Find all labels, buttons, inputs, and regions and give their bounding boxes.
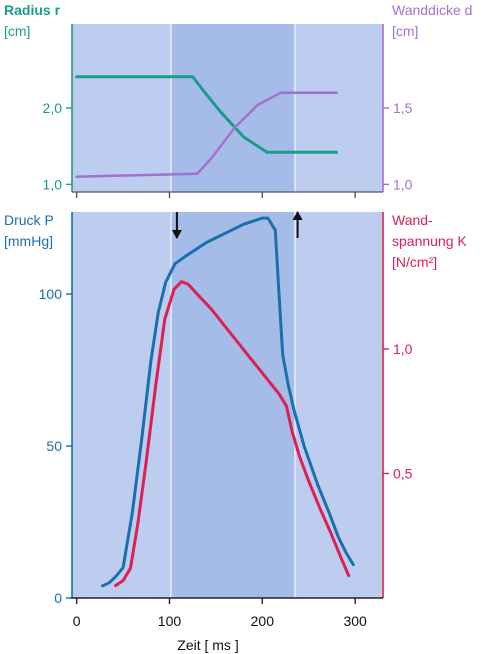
x-tick-label-200: 200 [251,613,275,629]
systole-end-arrow [292,211,303,238]
bottom-right-axis-title-line-1: Wand- [392,212,433,228]
bottom-right-axis-title-line-2: spannung K [392,233,467,249]
top-right-tick-label-1: 1,0 [393,176,413,192]
bottom-right-tick-label-1: 0,5 [393,465,413,481]
systole-end-arrow-head [292,211,303,220]
x-axis-title: Zeit [ ms ] [177,637,238,653]
bottom-left-tick-label-0: 0 [54,590,62,606]
bottom-panel-systole-band [171,212,295,598]
wall-tension-line [114,280,351,587]
top-right-axis-title-line-1: Wanddicke d [392,2,472,18]
x-tick-label-100: 100 [158,613,182,629]
wall-thickness-line [75,91,338,178]
bottom-left-tick-label-100: 100 [39,286,63,302]
bottom-left-axis-title-line-2: [mmHg] [4,233,53,249]
top-left-tick-label-1: 1,0 [43,176,63,192]
systole-start-arrow [171,212,182,239]
top-left-tick-label-2: 2,0 [43,100,63,116]
bottom-left-axis-title-line-1: Druck P [4,212,54,228]
top-right-axis-title-line-2: [cm] [392,23,418,39]
top-right-tick-label-2: 1,5 [393,100,413,116]
bottom-right-tick-label-2: 1,0 [393,341,413,357]
systole-start-arrow-head [171,230,182,239]
radius-line [75,75,339,154]
pressure-line [101,216,355,588]
top-panel-systole-band [171,24,295,192]
top-left-axis-title-line-1: Radius r [4,2,61,18]
bottom-left-tick-label-50: 50 [46,438,62,454]
top-left-axis-title-line-2: [cm] [4,23,30,39]
x-tick-label-0: 0 [73,613,81,629]
bottom-right-axis-title-line-3: [N/cm²] [392,254,437,270]
x-tick-label-300: 300 [343,613,367,629]
